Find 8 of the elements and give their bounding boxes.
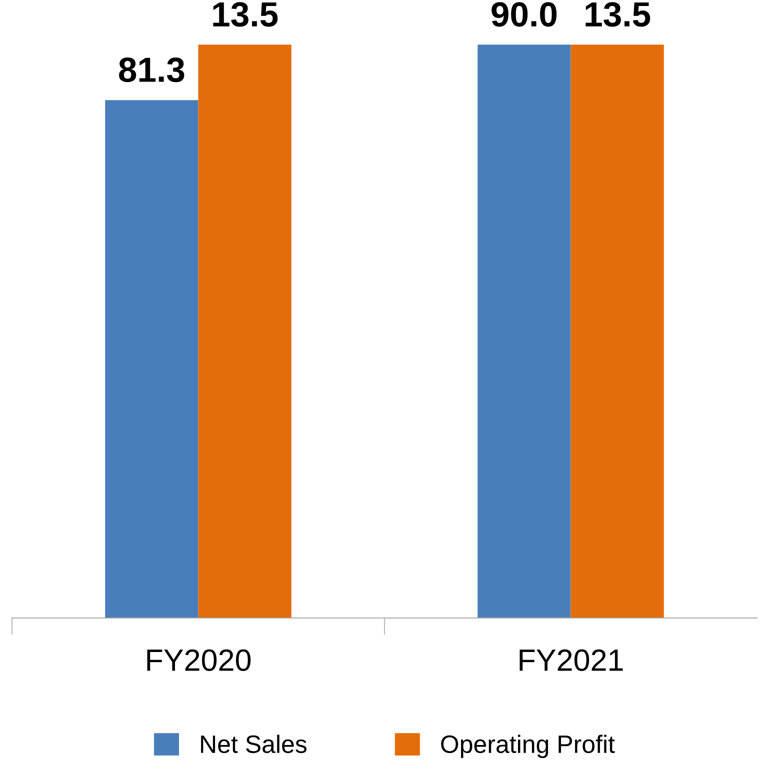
- data-label: 13.5: [213, 2, 278, 27]
- x-tick-label: FY2020: [147, 649, 251, 671]
- data-label: 81.3: [119, 58, 184, 82]
- legend-label: Net Sales: [201, 734, 307, 754]
- legend-label: Operating Profit: [441, 734, 615, 758]
- x-tick-label: FY2021: [520, 649, 623, 671]
- data-label: 90.0: [492, 2, 557, 27]
- data-label: 13.5: [586, 2, 650, 27]
